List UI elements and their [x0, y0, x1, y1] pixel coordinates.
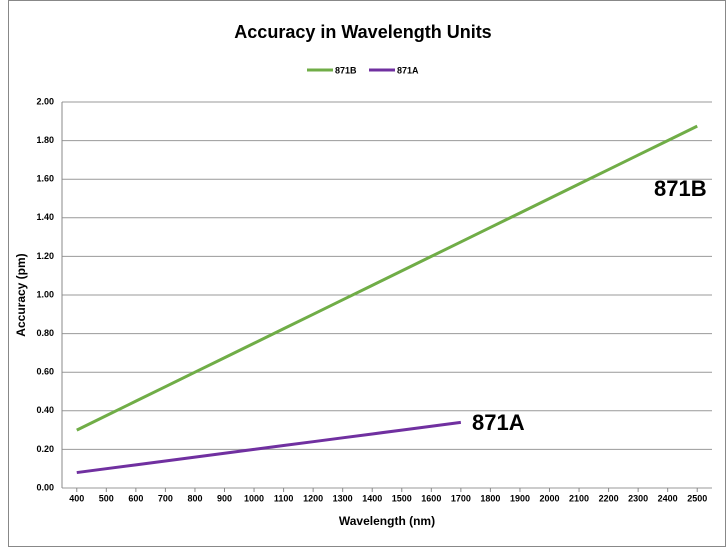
x-tick-label: 700	[158, 493, 173, 503]
x-tick-label: 1900	[510, 493, 530, 503]
y-tick-label: 1.40	[36, 212, 54, 222]
x-tick-label: 1100	[274, 493, 294, 503]
y-tick-label: 1.60	[36, 174, 54, 184]
x-tick-label: 1200	[303, 493, 323, 503]
x-tick-label: 1600	[421, 493, 441, 503]
x-tick-label: 2400	[658, 493, 678, 503]
chart-title: Accuracy in Wavelength Units	[234, 22, 491, 42]
x-tick-label: 800	[187, 493, 202, 503]
x-tick-label: 2200	[599, 493, 619, 503]
y-tick-label: 1.00	[36, 289, 54, 299]
x-tick-label: 1500	[392, 493, 412, 503]
x-tick-label: 2000	[539, 493, 559, 503]
x-tick-label: 1700	[451, 493, 471, 503]
chart-frame	[8, 0, 726, 547]
legend-label: 871A	[397, 65, 419, 75]
annotation: 871A	[472, 410, 525, 435]
y-tick-label: 0.80	[36, 328, 54, 338]
x-tick-label: 1400	[362, 493, 382, 503]
x-tick-label: 900	[217, 493, 232, 503]
y-axis-label: Accuracy (pm)	[14, 253, 28, 336]
x-axis-label: Wavelength (nm)	[339, 514, 435, 528]
x-tick-label: 2500	[687, 493, 707, 503]
x-tick-label: 1300	[333, 493, 353, 503]
y-tick-label: 1.20	[36, 251, 54, 261]
x-tick-label: 400	[69, 493, 84, 503]
x-tick-label: 600	[128, 493, 143, 503]
x-tick-label: 2100	[569, 493, 589, 503]
series-line	[76, 124, 698, 432]
x-tick-label: 1000	[244, 493, 264, 503]
y-tick-label: 2.00	[36, 96, 54, 106]
y-tick-label: 0.40	[36, 405, 54, 415]
y-tick-label: 0.20	[36, 444, 54, 454]
y-tick-label: 0.60	[36, 367, 54, 377]
y-tick-label: 1.80	[36, 135, 54, 145]
y-tick-label: 0.00	[36, 482, 54, 492]
legend-label: 871B	[335, 65, 357, 75]
annotation: 871B	[654, 176, 707, 201]
x-tick-label: 2300	[628, 493, 648, 503]
x-tick-label: 1800	[480, 493, 500, 503]
x-tick-label: 500	[99, 493, 114, 503]
series-line	[76, 420, 462, 475]
